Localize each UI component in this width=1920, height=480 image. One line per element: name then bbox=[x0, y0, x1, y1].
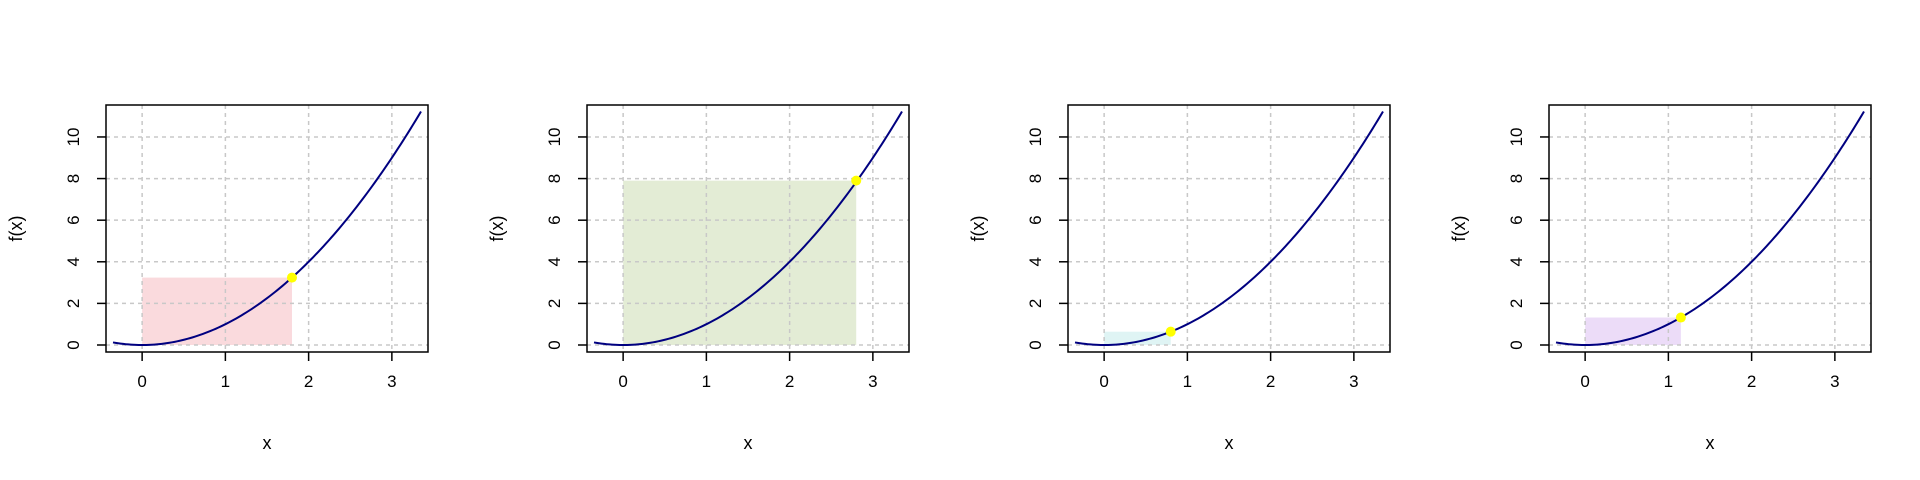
y-axis-title: f(x) bbox=[968, 216, 988, 242]
curve-line bbox=[1074, 111, 1384, 347]
x-axis-title: x bbox=[1225, 433, 1234, 453]
y-tick-label: 8 bbox=[1026, 174, 1045, 183]
plot-frame bbox=[1548, 104, 1872, 353]
y-tick-label: 10 bbox=[1507, 128, 1526, 147]
y-tick-label: 8 bbox=[64, 174, 83, 183]
y-tick-label: 8 bbox=[1507, 174, 1526, 183]
x-tick-label: 1 bbox=[702, 372, 711, 391]
x-tick-label: 3 bbox=[1830, 372, 1839, 391]
y-tick-label: 8 bbox=[545, 174, 564, 183]
y-tick-label: 10 bbox=[64, 128, 83, 147]
panel-1: 0 1 2 3 0 2 4 6 8 10 x f(x) bbox=[6, 104, 429, 453]
highlight-point bbox=[1675, 312, 1686, 323]
x-tick-label: 0 bbox=[1580, 372, 1589, 391]
y-tick-label: 6 bbox=[545, 215, 564, 224]
area-rectangle bbox=[1585, 317, 1681, 345]
highlight-point bbox=[286, 272, 297, 283]
panel-4: 0 1 2 3 0 2 4 6 8 10 x f(x) bbox=[1449, 104, 1872, 453]
area-rectangle bbox=[142, 277, 292, 345]
x-tick-label: 3 bbox=[868, 372, 877, 391]
x-axis-title: x bbox=[1706, 433, 1715, 453]
y-tick-label: 4 bbox=[1507, 257, 1526, 266]
highlight-point bbox=[1165, 326, 1176, 337]
y-axis-title: f(x) bbox=[6, 216, 26, 242]
area-rectangle bbox=[623, 180, 857, 345]
area-rectangle bbox=[1104, 331, 1171, 345]
curve-line bbox=[1555, 111, 1865, 347]
y-tick-label: 0 bbox=[1507, 340, 1526, 349]
y-tick-label: 0 bbox=[64, 340, 83, 349]
x-tick-label: 3 bbox=[1349, 372, 1358, 391]
x-tick-label: 2 bbox=[1266, 372, 1275, 391]
x-tick-label: 0 bbox=[137, 372, 146, 391]
y-axis-title: f(x) bbox=[487, 216, 507, 242]
y-tick-label: 2 bbox=[64, 299, 83, 308]
x-tick-label: 0 bbox=[618, 372, 627, 391]
plot-frame bbox=[586, 104, 910, 353]
y-tick-label: 4 bbox=[64, 257, 83, 266]
y-tick-label: 0 bbox=[1026, 340, 1045, 349]
x-tick-label: 1 bbox=[1664, 372, 1673, 391]
y-tick-label: 6 bbox=[64, 215, 83, 224]
y-tick-label: 10 bbox=[1026, 128, 1045, 147]
y-tick-label: 6 bbox=[1507, 215, 1526, 224]
panel-3: 0 1 2 3 0 2 4 6 8 10 x f(x) bbox=[968, 104, 1391, 453]
panel-2: 0 1 2 3 0 2 4 6 8 10 x f(x) bbox=[487, 104, 910, 453]
y-axis-title: f(x) bbox=[1449, 216, 1469, 242]
plot-frame bbox=[1067, 104, 1391, 353]
x-tick-label: 3 bbox=[387, 372, 396, 391]
highlight-point bbox=[851, 175, 862, 186]
y-tick-label: 2 bbox=[545, 299, 564, 308]
x-tick-label: 0 bbox=[1099, 372, 1108, 391]
y-tick-label: 0 bbox=[545, 340, 564, 349]
x-tick-label: 1 bbox=[1183, 372, 1192, 391]
y-tick-label: 4 bbox=[1026, 257, 1045, 266]
x-tick-label: 2 bbox=[1747, 372, 1756, 391]
curve-line bbox=[593, 111, 903, 347]
y-tick-label: 4 bbox=[545, 257, 564, 266]
x-axis-title: x bbox=[744, 433, 753, 453]
x-tick-label: 1 bbox=[221, 372, 230, 391]
x-tick-label: 2 bbox=[304, 372, 313, 391]
y-tick-label: 2 bbox=[1026, 299, 1045, 308]
x-tick-label: 2 bbox=[785, 372, 794, 391]
x-axis-title: x bbox=[263, 433, 272, 453]
curve-line bbox=[112, 111, 422, 347]
y-tick-label: 2 bbox=[1507, 299, 1526, 308]
y-tick-label: 6 bbox=[1026, 215, 1045, 224]
y-tick-label: 10 bbox=[545, 128, 564, 147]
plot-frame bbox=[105, 104, 429, 353]
